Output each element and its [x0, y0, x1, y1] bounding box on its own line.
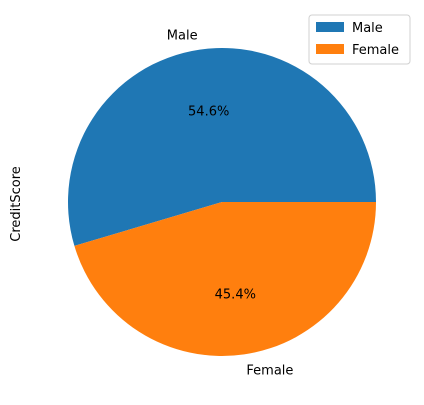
- slice-percent-label-male: 54.6%: [188, 105, 229, 120]
- slice-percent-label-female: 45.4%: [215, 287, 256, 302]
- legend-swatch-female: [316, 44, 344, 54]
- slice-name-label-female: Female: [246, 364, 293, 379]
- pie-slice-male: [67, 47, 376, 246]
- legend-label-male: Male: [352, 21, 383, 36]
- pie-slices: [67, 47, 377, 356]
- pie-labels: Male 54.6% Female 45.4%: [167, 28, 294, 378]
- legend: Male Female: [308, 14, 411, 65]
- legend-label-female: Female: [352, 43, 399, 58]
- y-axis-label: CreditScore: [9, 166, 24, 242]
- slice-name-label-male: Male: [167, 28, 198, 43]
- legend-swatch-male: [316, 22, 344, 32]
- pie-slice-female: [74, 202, 377, 356]
